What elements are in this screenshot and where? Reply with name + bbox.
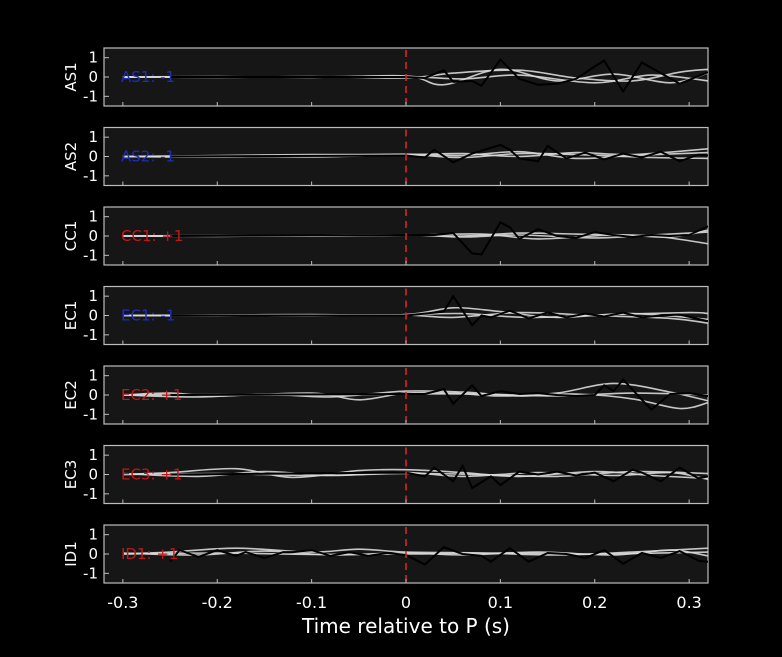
y-tick-label: -1 [83,405,98,423]
y-tick-label: 0 [88,545,98,563]
y-tick-label: 0 [88,148,98,166]
x-tick-label: -0.2 [202,593,233,612]
trace-layer [122,463,708,490]
dark-trace [170,58,708,94]
x-tick-label: 0 [401,593,411,612]
station-label: CC1 [62,221,80,252]
polarity-label: EC3: +1 [121,466,182,484]
x-tick-label: -0.1 [296,593,327,612]
station-label: ID1 [62,541,80,567]
y-tick-label: 1 [88,526,98,544]
x-tick-label: 0.1 [488,593,513,612]
dark-trace [169,546,708,566]
polarity-label: CC1: +1 [121,227,183,245]
y-tick-label: -1 [83,564,98,582]
x-axis: -0.3 -0.2 -0.1 0 0.1 0.2 0.3 [107,593,702,612]
station-label: EC1 [62,301,80,331]
polarity-label: ID1: +1 [121,545,178,563]
y-tick-label: -1 [83,87,98,105]
polarity-label: EC1: -1 [121,307,175,325]
polarity-label: AS1: -1 [121,68,175,86]
polarity-label: EC2: +1 [121,386,182,404]
y-tick-label: -1 [83,246,98,264]
y-tick-label: 1 [88,208,98,226]
x-tick-label: 0.2 [582,593,607,612]
x-tick-label: -0.3 [107,593,138,612]
trace-layer [122,58,708,94]
station-label: AS2 [62,142,80,171]
trace-layer [122,377,708,411]
light-trace-1 [122,467,708,480]
dark-trace [170,377,708,411]
dark-trace [170,221,708,256]
y-tick-label: 1 [88,287,98,305]
dark-trace [170,463,708,490]
trace-layer [122,294,708,327]
y-tick-label: -1 [83,485,98,503]
station-label: EC2 [62,380,80,410]
x-tick-label: 0.3 [676,593,701,612]
y-tick-label: -1 [83,167,98,185]
y-tick-label: 0 [88,466,98,484]
dark-trace [170,294,708,327]
y-tick-label: 1 [88,49,98,67]
trace-layer [122,143,708,164]
y-tick-label: 1 [88,446,98,464]
station-label: EC3 [62,460,80,490]
y-tick-label: 0 [88,307,98,325]
y-tick-label: 0 [88,386,98,404]
y-tick-label: 1 [88,128,98,146]
station-label: AS1 [62,62,80,91]
x-axis-label: Time relative to P (s) [301,614,510,638]
polarity-label: AS2: -1 [121,148,175,166]
trace-layer [122,221,708,256]
dark-trace [170,143,708,164]
y-tick-label: 1 [88,367,98,385]
y-tick-label: 0 [88,68,98,86]
y-tick-label: 0 [88,227,98,245]
y-tick-label: -1 [83,326,98,344]
